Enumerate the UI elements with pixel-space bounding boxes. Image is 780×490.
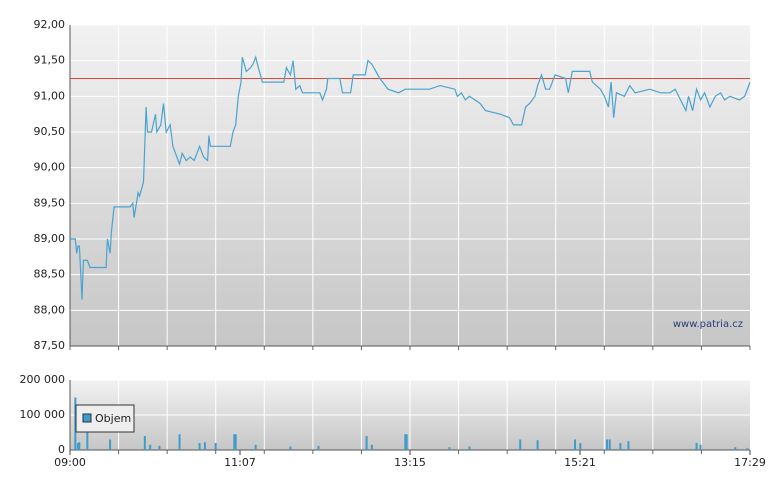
volume-bar xyxy=(579,443,582,450)
volume-bar xyxy=(149,444,152,450)
y-tick-label: 89,00 xyxy=(34,232,66,245)
x-tick-label: 15:21 xyxy=(564,456,596,469)
volume-bar xyxy=(86,427,89,450)
volume-bar xyxy=(370,444,373,450)
y-tick-label: 87,50 xyxy=(34,339,66,352)
volume-bar xyxy=(77,443,80,450)
x-tick-label: 11:07 xyxy=(224,456,256,469)
volume-bar xyxy=(536,440,539,450)
x-tick-label: 13:15 xyxy=(394,456,426,469)
y-tick-label: 91,00 xyxy=(34,89,66,102)
y-tick-label: 92,00 xyxy=(34,18,66,31)
volume-bar xyxy=(178,434,181,450)
legend-label: Objem xyxy=(95,412,131,425)
volume-bar xyxy=(405,434,408,450)
volume-bar xyxy=(448,447,451,450)
y-tick-label: 90,50 xyxy=(34,125,66,138)
volume-bar xyxy=(468,446,471,450)
volume-bar xyxy=(143,436,146,450)
volume-bar xyxy=(746,448,749,450)
volume-bar xyxy=(234,434,237,450)
volume-bar xyxy=(606,439,609,450)
volume-bar xyxy=(233,434,236,450)
volume-bar xyxy=(203,442,206,450)
y-tick-label: 91,50 xyxy=(34,54,66,67)
volume-bar xyxy=(695,443,698,450)
volume-bar xyxy=(74,397,77,450)
volume-bar xyxy=(254,444,257,450)
volume-bar xyxy=(627,441,630,450)
volume-bar xyxy=(573,439,576,450)
volume-bar xyxy=(619,443,622,450)
volume-bar xyxy=(365,436,368,450)
volume-bar xyxy=(519,439,522,450)
source-watermark: www.patria.cz xyxy=(673,319,743,330)
volume-bar xyxy=(608,439,611,450)
y-tick-label: 89,50 xyxy=(34,196,66,209)
volume-bar xyxy=(404,434,407,450)
volume-bar xyxy=(289,446,292,450)
legend-swatch xyxy=(82,413,92,423)
volume-bar xyxy=(734,447,737,450)
y-tick-label: 88,50 xyxy=(34,268,66,281)
volume-bar xyxy=(214,443,217,450)
y-tick-label: 0 xyxy=(58,443,65,456)
volume-bar xyxy=(109,439,112,450)
volume-bar xyxy=(158,445,161,450)
x-tick-label: 17:29 xyxy=(734,456,766,469)
x-tick-label: 09:00 xyxy=(54,456,86,469)
y-tick-label: 90,00 xyxy=(34,161,66,174)
volume-bar xyxy=(78,442,81,450)
y-tick-label: 88,00 xyxy=(34,303,66,316)
volume-bar xyxy=(317,445,320,450)
volume-bar xyxy=(699,444,702,450)
price-line xyxy=(70,55,751,300)
y-tick-label: 100 000 xyxy=(20,408,66,421)
volume-bar xyxy=(198,443,201,450)
y-tick-label: 200 000 xyxy=(20,373,66,386)
